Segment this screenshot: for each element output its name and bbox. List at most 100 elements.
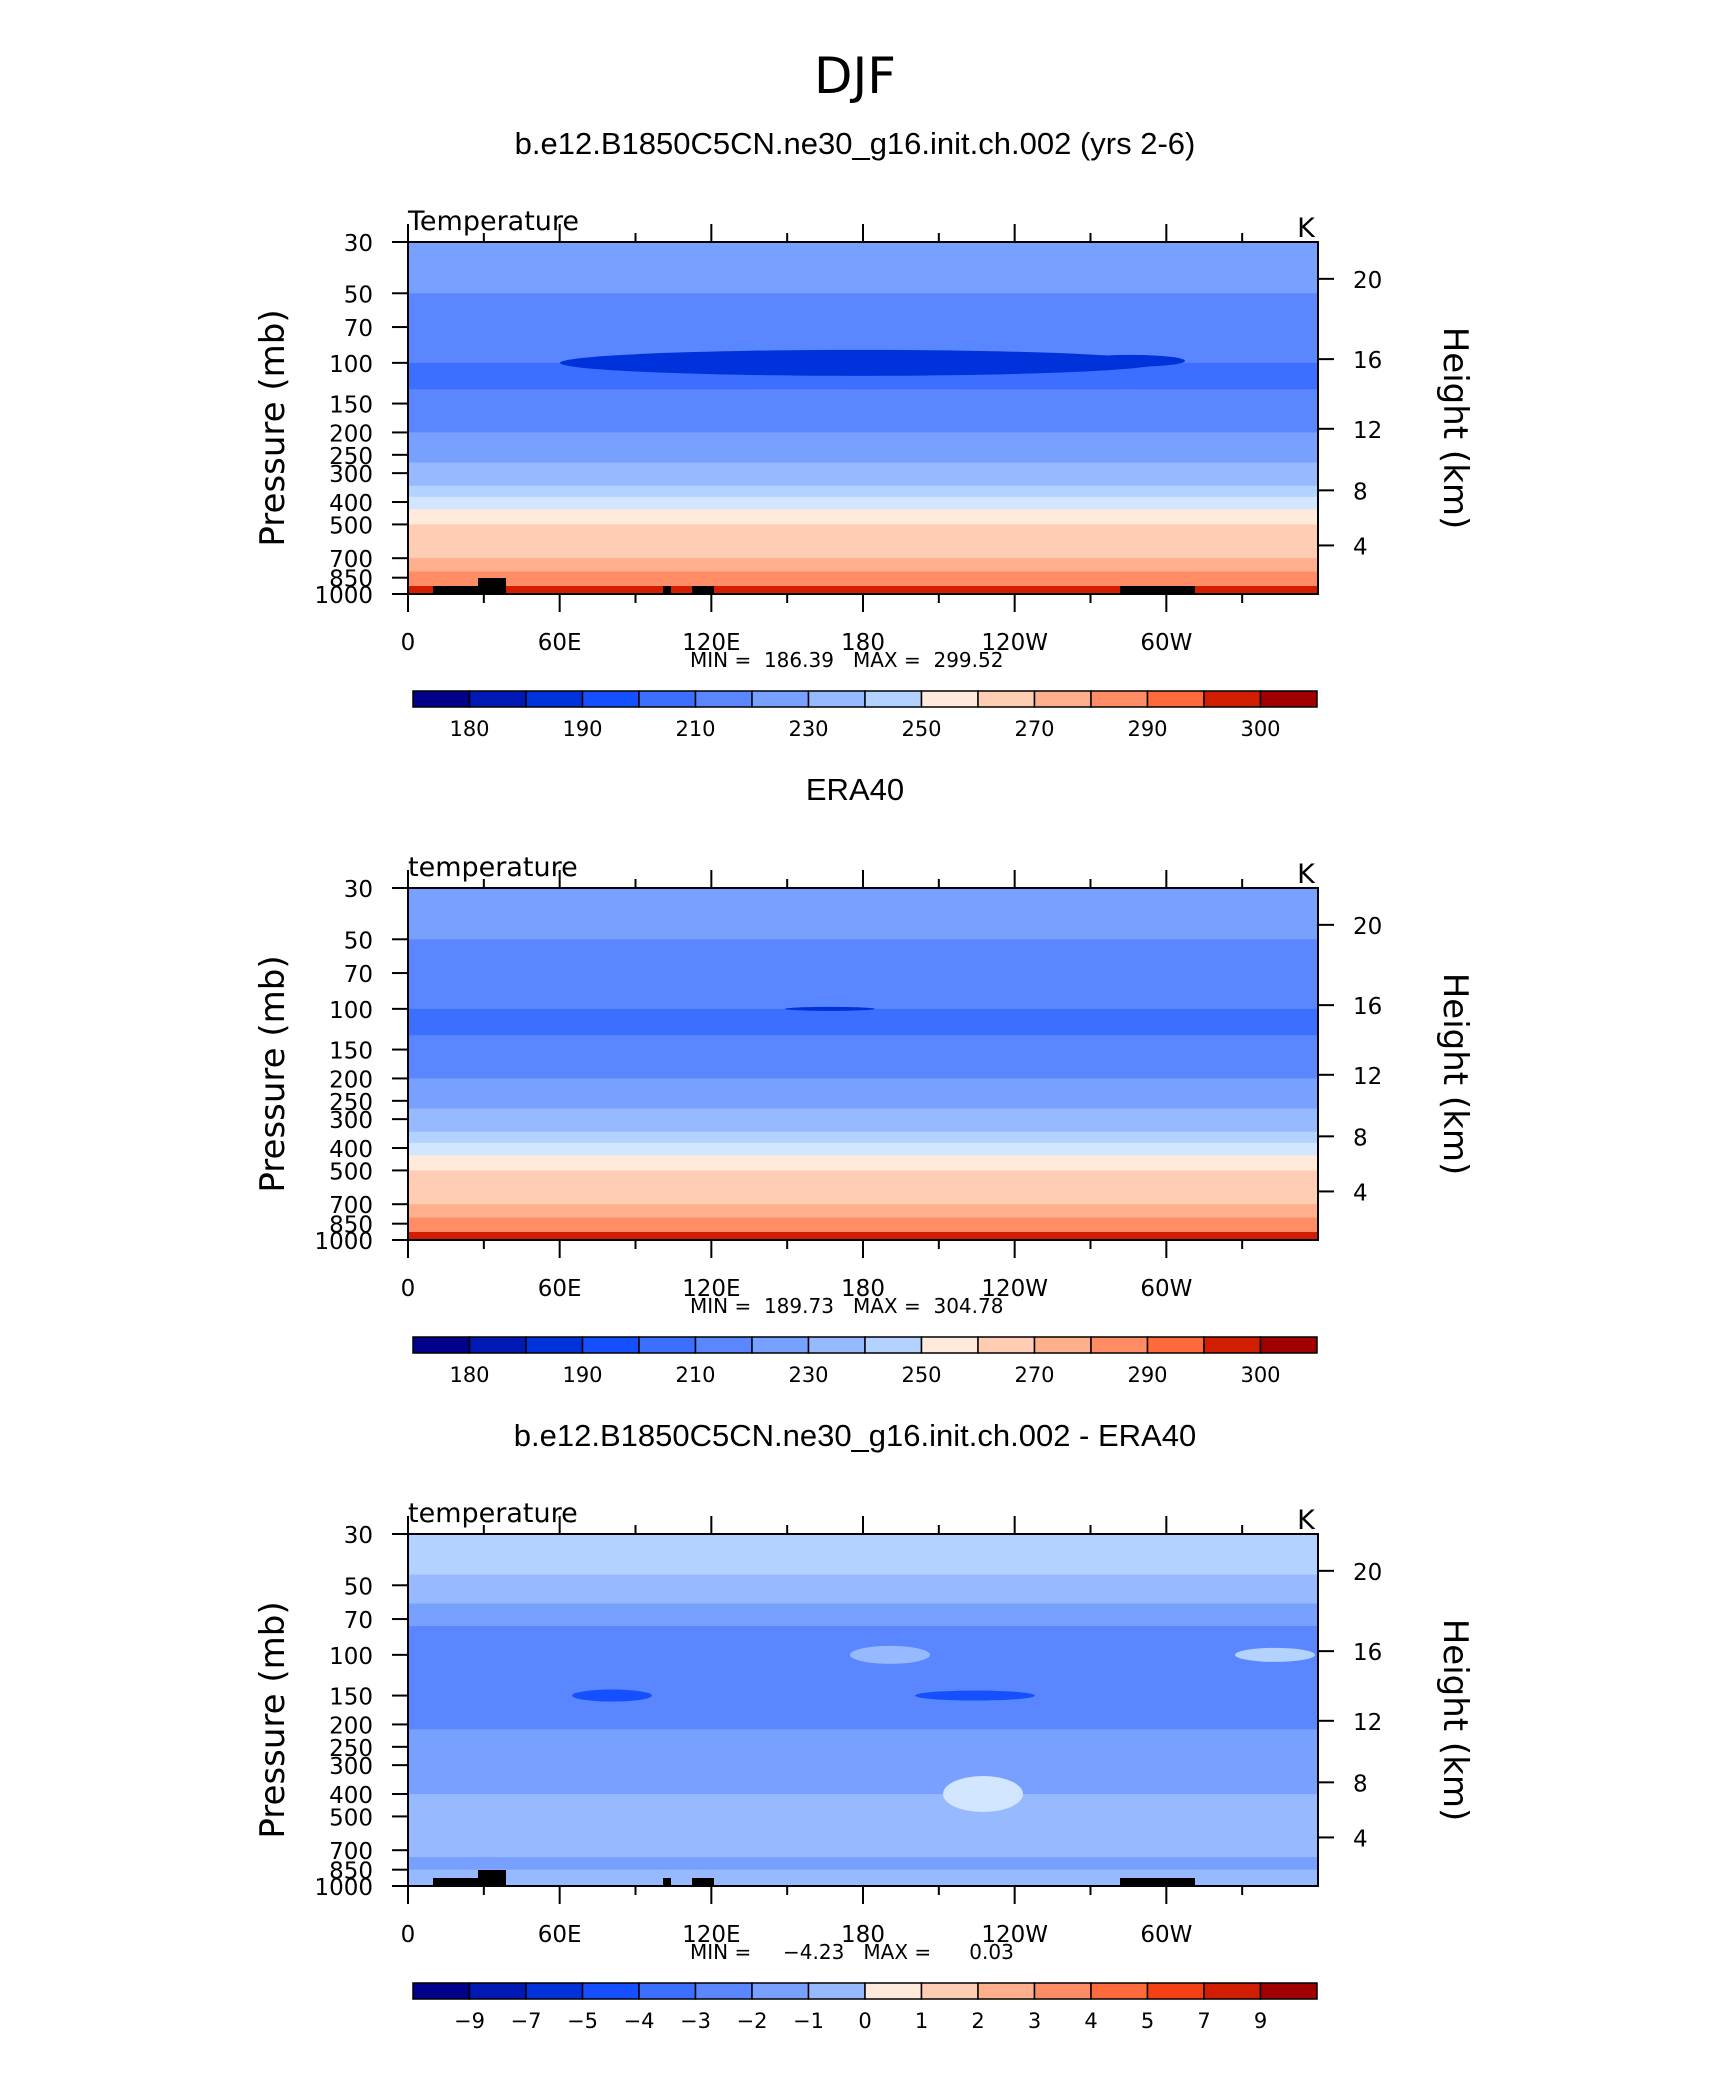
- colorbar-box: [751, 1336, 810, 1354]
- colorbar-box: [751, 690, 810, 708]
- colorbar-box: [920, 1336, 979, 1354]
- contour-band: [408, 571, 1318, 584]
- diff-region: [1235, 1647, 1315, 1662]
- x-tick-label: 180: [841, 1922, 885, 1948]
- contour-band: [408, 973, 1318, 1010]
- contour-band: [408, 1708, 1318, 1730]
- y-axis-title: Pressure (mb): [253, 309, 293, 546]
- x-tick-label: 60W: [1140, 1922, 1192, 1948]
- colorbar-label: −3: [680, 2009, 711, 2033]
- colorbar-box: [694, 690, 753, 708]
- contour-band: [408, 586, 1318, 594]
- colorbar-label: 270: [1014, 1363, 1054, 1387]
- y-right-tick-label: 4: [1353, 1826, 1368, 1852]
- contour-band: [408, 939, 1318, 974]
- topography-mask: [692, 1878, 714, 1886]
- colorbar-box: [1146, 1336, 1205, 1354]
- contour-band: [408, 524, 1318, 544]
- diff-minimum: [572, 1689, 652, 1702]
- panels: b.e12.B1850C5CN.ne30_g16.init.ch.002 (yr…: [253, 126, 1475, 2033]
- contour-band: [408, 888, 1318, 918]
- y-tick-label: 150: [329, 1685, 373, 1711]
- y-tick-label: 200: [329, 1067, 373, 1093]
- colorbar-box: [1203, 1982, 1262, 2000]
- contour-band: [408, 1092, 1318, 1110]
- colorbar-box: [638, 1982, 697, 2000]
- contour-band: [408, 1534, 1318, 1576]
- contour-band: [408, 462, 1318, 474]
- colorbar-label: 1: [915, 2009, 928, 2033]
- colorbar-label: 300: [1240, 717, 1280, 741]
- colorbar-box: [751, 1982, 810, 2000]
- y-tick-label: 700: [329, 1193, 373, 1219]
- contour-band: [408, 1681, 1318, 1709]
- y-tick-label: 1000: [314, 1229, 373, 1255]
- contour-band: [408, 473, 1318, 487]
- stats-text: MIN = 186.39 MAX = 299.52: [690, 648, 1003, 672]
- contour-band: [408, 242, 1318, 272]
- y-right-tick-label: 20: [1353, 268, 1382, 294]
- y-tick-label: 400: [329, 1137, 373, 1163]
- y-tick-label: 500: [329, 513, 373, 539]
- x-tick-label: 180: [841, 1276, 885, 1302]
- colorbar-box: [412, 1982, 471, 2000]
- y-tick-label: 250: [329, 444, 373, 470]
- colorbar-box: [1033, 1982, 1092, 2000]
- x-tick-label: 60E: [538, 630, 582, 656]
- topography-mask: [1120, 1878, 1195, 1886]
- contour-band: [408, 1794, 1318, 1817]
- colorbar-label: −7: [511, 2009, 542, 2033]
- colorbar-label: 2: [971, 2009, 984, 2033]
- y-tick-label: 100: [329, 1644, 373, 1670]
- y-right-tick-label: 12: [1353, 418, 1382, 444]
- y-tick-label: 30: [344, 877, 373, 903]
- colorbar-label: 7: [1197, 2009, 1210, 2033]
- y-tick-label: 400: [329, 491, 373, 517]
- contour-band: [408, 1155, 1318, 1171]
- y-tick-label: 100: [329, 352, 373, 378]
- panel-units: K: [1297, 1505, 1316, 1536]
- y-right-tick-label: 16: [1353, 994, 1382, 1020]
- y-tick-label: 300: [329, 1108, 373, 1134]
- colorbar-label: 300: [1240, 1363, 1280, 1387]
- contour-band: [408, 1119, 1318, 1133]
- colorbar-box: [581, 1982, 640, 2000]
- colorbar-box: [581, 1336, 640, 1354]
- y-tick-label: 70: [344, 1608, 373, 1634]
- contour-band: [408, 496, 1318, 510]
- contour-band: [408, 558, 1318, 573]
- stats-text: MIN = 189.73 MAX = 304.78: [690, 1294, 1003, 1318]
- colorbar-box: [1203, 1336, 1262, 1354]
- y-tick-label: 30: [344, 1523, 373, 1549]
- x-tick-label: 60W: [1140, 1276, 1192, 1302]
- colorbar: 180 190 210 230 250 270 290 300: [412, 1336, 1318, 1387]
- contour-band: [408, 446, 1318, 464]
- y-tick-label: 250: [329, 1090, 373, 1116]
- contour-band: [408, 1574, 1318, 1605]
- contour-band: [408, 1108, 1318, 1120]
- panel-1: b.e12.B1850C5CN.ne30_g16.init.ch.002 (yr…: [253, 126, 1475, 741]
- contour-band: [408, 1170, 1318, 1190]
- colorbar-box: [412, 690, 471, 708]
- colorbar-label: 250: [901, 717, 941, 741]
- y-tick-label: 70: [344, 962, 373, 988]
- contour-band: [408, 485, 1318, 498]
- contour-band: [408, 509, 1318, 525]
- contour-band: [408, 1078, 1318, 1093]
- colorbar-label: 290: [1127, 1363, 1167, 1387]
- colorbar-box: [1033, 690, 1092, 708]
- topography-mask: [663, 1878, 671, 1886]
- colorbar-box: [1259, 1982, 1318, 2000]
- colorbar-label: 210: [675, 717, 715, 741]
- colorbar-box: [977, 690, 1036, 708]
- y-tick-label: 100: [329, 998, 373, 1024]
- topography-mask: [433, 1878, 478, 1886]
- colorbar-box: [1203, 690, 1262, 708]
- contour-band: [408, 1062, 1318, 1079]
- y-right-axis-title: Height (km): [1435, 1619, 1475, 1822]
- contour-band: [408, 1878, 1318, 1886]
- colorbar-label: −9: [454, 2009, 485, 2033]
- colorbar-box: [638, 1336, 697, 1354]
- colorbar-label: 210: [675, 1363, 715, 1387]
